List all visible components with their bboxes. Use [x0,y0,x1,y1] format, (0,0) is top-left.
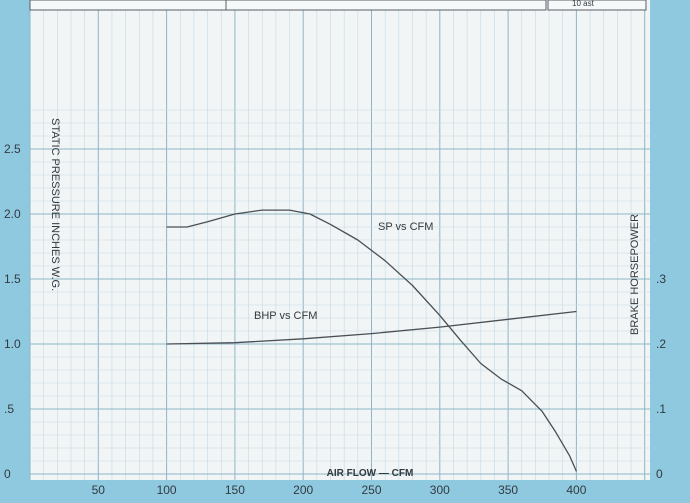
top-box-right [547,0,647,11]
top-box-left [29,0,227,11]
series-label-bhp: BHP vs CFM [254,310,317,322]
x-axis-title: AIR FLOW — CFM [327,468,414,479]
y-left-tick-label: .5 [4,402,14,416]
y-right-tick-label: .2 [656,337,666,351]
x-tick-label: 200 [293,483,313,497]
x-tick-label: 150 [225,483,245,497]
y-left-tick-label: 1.5 [4,272,21,286]
y-left-tick-label: 2.0 [4,207,21,221]
x-tick-label: 350 [498,483,518,497]
y-left-tick-label: 1.0 [4,337,21,351]
y-axis-title-right: BRAKE HORSEPOWER [629,214,641,335]
y-left-tick-label: 0 [4,467,11,481]
x-tick-label: 250 [361,483,381,497]
x-tick-label: 400 [566,483,586,497]
top-box-text: 10 ast [572,0,595,8]
x-tick-label: 50 [92,483,106,497]
series-line-bhp [166,310,577,345]
y-right-tick-labels: 0 .1 .2 .3 [656,272,666,481]
y-left-tick-labels: 0 .5 1.0 1.5 2.0 2.5 [4,142,21,481]
grid [29,10,650,480]
y-right-tick-label: 0 [656,467,663,481]
y-right-tick-label: .3 [656,272,666,286]
top-box-mid [225,0,547,11]
y-left-tick-label: 2.5 [4,142,21,156]
series-label-sp: SP vs CFM [378,221,433,233]
x-tick-label: 300 [430,483,450,497]
y-axis-title-left: STATIC PRESSURE INCHES W.G. [49,118,61,291]
x-tick-label: 100 [157,483,177,497]
y-right-tick-label: .1 [656,402,666,416]
top-strip: 10 ast [29,0,647,11]
series-layer [166,209,577,472]
series-line-sp [166,209,577,472]
x-tick-labels: 50 100 150 200 250 300 350 400 [92,483,587,497]
